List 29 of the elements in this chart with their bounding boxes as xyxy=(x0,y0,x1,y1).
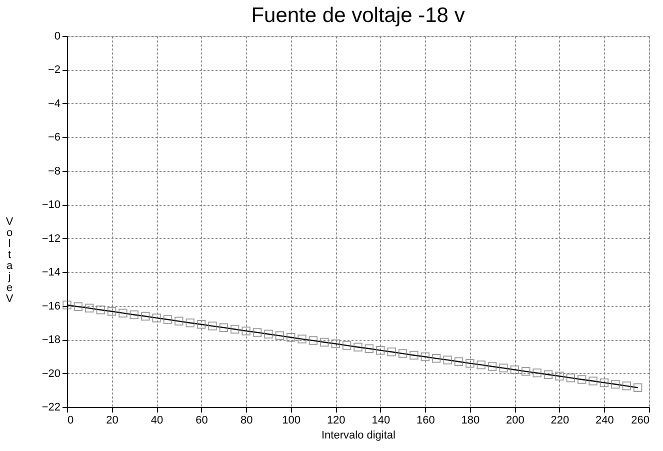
y-tick-label: −4 xyxy=(48,98,60,110)
x-tick-label: 20 xyxy=(106,414,118,426)
y-tick-label: 0 xyxy=(54,30,60,42)
x-tick-label: 180 xyxy=(461,414,480,426)
x-tick-label: 60 xyxy=(196,414,208,426)
x-tick-label: 220 xyxy=(550,414,570,426)
y-tick-label: −6 xyxy=(48,132,60,144)
chart-title: Fuente de voltaje -18 v xyxy=(251,4,466,27)
x-tick-label: 140 xyxy=(372,414,390,426)
x-tick-label: 120 xyxy=(326,414,346,426)
y-tick-label: −14 xyxy=(42,266,60,279)
x-tick-label: 200 xyxy=(506,414,524,426)
y-tick-label: −2 xyxy=(48,64,60,76)
x-tick-label: 0 xyxy=(68,414,74,426)
y-tick-label: −8 xyxy=(48,165,60,178)
y-tick-label: −18 xyxy=(42,334,60,346)
y-tick-label: −20 xyxy=(42,368,60,380)
x-tick-label: 160 xyxy=(416,414,435,426)
x-axis-title: Intervalo digital xyxy=(322,430,396,442)
x-tick-label: 260 xyxy=(631,414,650,426)
y-tick-label: −16 xyxy=(42,300,60,312)
y-tick-label: −22 xyxy=(42,402,60,414)
y-tick-label: −10 xyxy=(42,199,60,212)
x-tick-label: 40 xyxy=(150,414,164,426)
x-tick-label: 240 xyxy=(596,414,614,426)
x-tick-label: 80 xyxy=(240,414,253,426)
x-tick-label: 100 xyxy=(282,414,301,426)
y-axis-title: Voltaje V xyxy=(6,216,14,305)
y-tick-label: −12 xyxy=(42,232,60,245)
